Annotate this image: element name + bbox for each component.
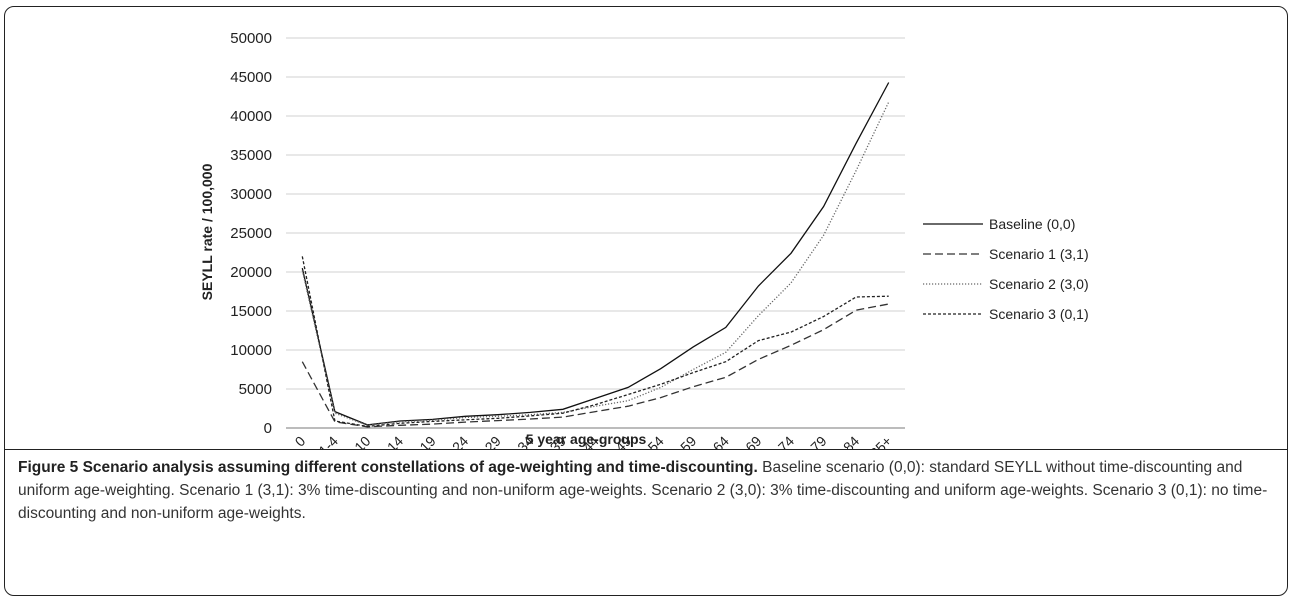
x-tick-label: 15-19 (402, 433, 439, 450)
caption-lead: Figure 5 Scenario analysis assuming diff… (18, 459, 758, 476)
x-tick-label: 10-14 (370, 433, 407, 450)
series-lines (301, 82, 890, 428)
figure-frame (4, 6, 1288, 596)
x-tick-label: 25-29 (467, 433, 504, 450)
caption-divider (4, 449, 1288, 450)
y-axis-label: SEYLL rate / 100,000 (199, 163, 215, 300)
line-chart: 0 5000 10000 15000 20000 25000 30000 35000 40000… (199, 30, 1089, 450)
legend: Baseline (0,0) Scenario 1 (3,1) Scenario 2… (923, 216, 1089, 322)
y-tick-label: 15000 (230, 303, 272, 320)
y-tick-label: 50000 (230, 30, 272, 47)
x-tick-label: 20-24 (435, 433, 472, 450)
series-line (301, 82, 890, 426)
x-tick-label: 70-74 (760, 433, 797, 450)
legend-label: Scenario 2 (3,0) (989, 276, 1089, 292)
y-tick-label: 40000 (230, 108, 272, 125)
x-tick-label: 0 (292, 433, 309, 450)
x-tick-label: 1-4 (315, 433, 341, 450)
x-tick-label: 85+ (867, 433, 895, 450)
series-line (301, 256, 889, 428)
figure-caption: Figure 5 Scenario analysis assuming diff… (18, 456, 1280, 525)
x-tick-label: 55-59 (663, 433, 700, 450)
x-tick-label: 5-10 (342, 433, 373, 450)
y-tick-label: 30000 (230, 186, 272, 203)
y-tick-label: 10000 (230, 342, 272, 359)
legend-label: Baseline (0,0) (989, 216, 1075, 232)
caption-body: Baseline scenario (0,0): standard SEYLL … (18, 459, 1268, 522)
x-tick-label: 80-84 (826, 433, 863, 450)
y-tick-labels: 0 5000 10000 15000 20000 25000 30000 35000 40000… (230, 30, 272, 437)
y-tick-label: 20000 (230, 264, 272, 281)
series-line (301, 101, 890, 426)
x-tick-label: 60-64 (695, 433, 732, 450)
x-axis-label: 5 year age-groups (526, 431, 647, 447)
y-tick-label: 25000 (230, 225, 272, 242)
series-line (301, 303, 889, 428)
y-tick-label: 35000 (230, 147, 272, 164)
gridlines (286, 37, 905, 429)
x-tick-label: 65-69 (728, 433, 765, 450)
y-tick-label: 5000 (239, 381, 272, 398)
y-tick-label: 45000 (230, 69, 272, 86)
y-tick-label: 0 (264, 420, 272, 437)
legend-label: Scenario 1 (3,1) (989, 246, 1089, 262)
x-tick-label: 75-79 (793, 433, 830, 450)
legend-label: Scenario 3 (0,1) (989, 306, 1089, 322)
